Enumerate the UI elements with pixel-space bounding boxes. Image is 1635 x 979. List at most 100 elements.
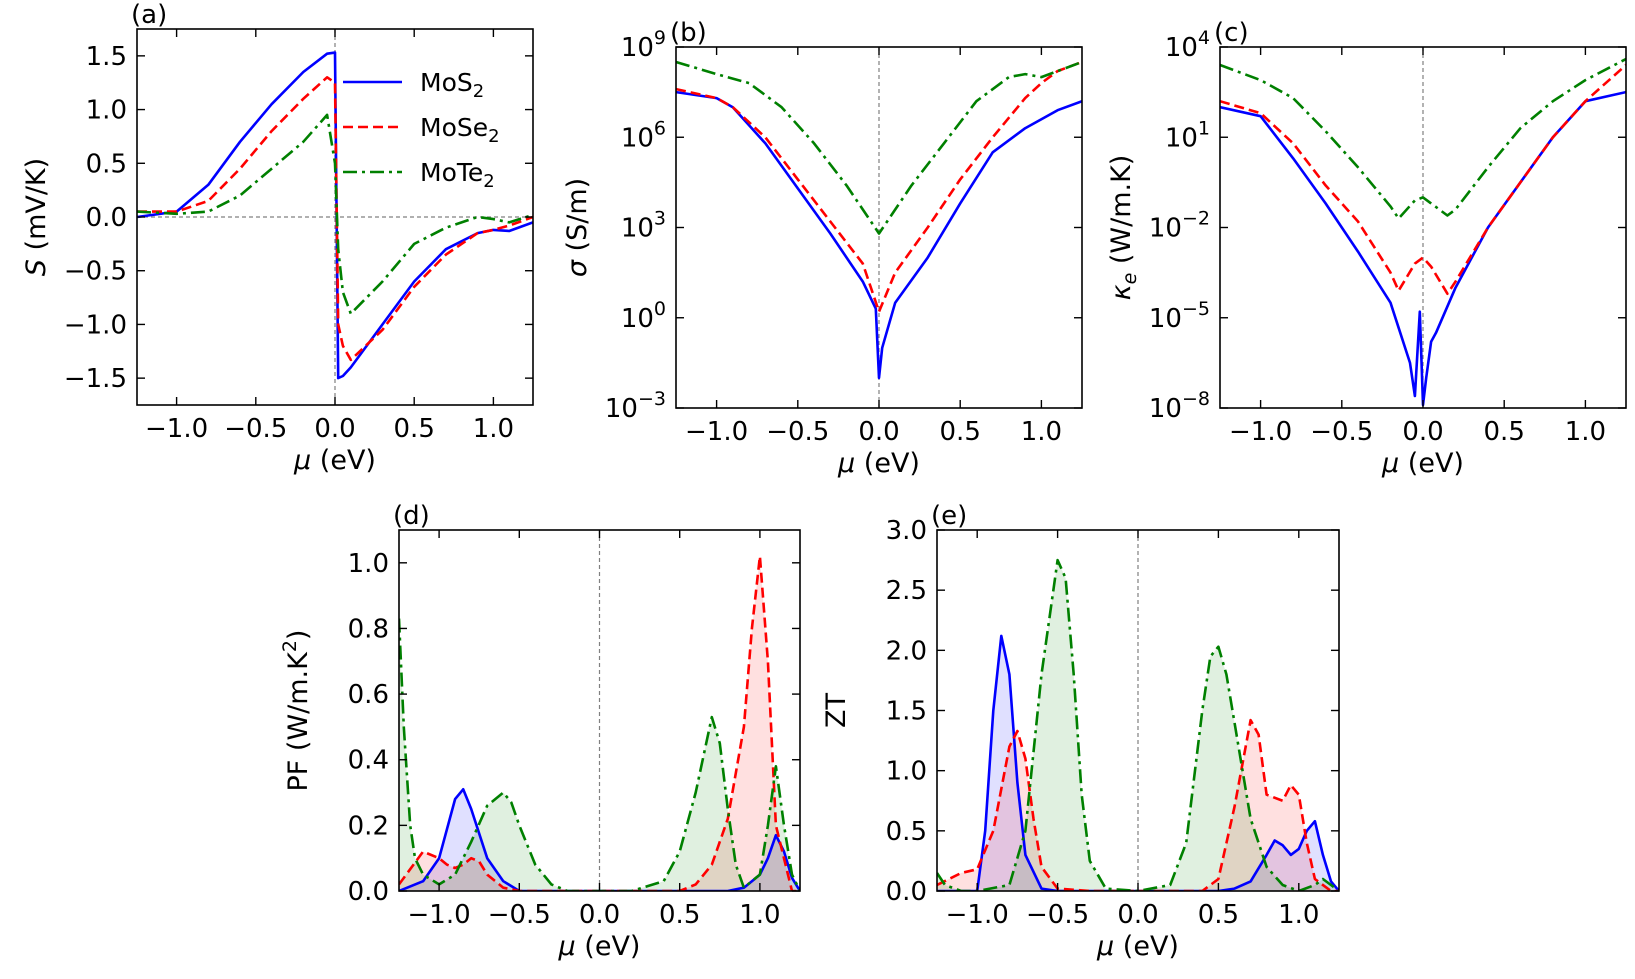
y-tick-label: 104 [1165, 27, 1210, 63]
area-fill-MoSe2 [399, 556, 800, 891]
panel-label: (c) [1214, 18, 1249, 48]
panel-label: (e) [931, 501, 967, 531]
y-tick-label: 0.0 [86, 203, 127, 233]
series-line-MoTe2 [676, 60, 1082, 235]
y-tick-label: −1.5 [64, 364, 127, 394]
y-axis-label: σ (S/m) [562, 178, 593, 277]
series-line-MoSe2 [676, 60, 1082, 313]
y-tick-label: 10−8 [1149, 388, 1210, 424]
area-fill-MoTe2 [937, 560, 1339, 891]
x-tick-label: 1.0 [473, 414, 514, 444]
y-tick-label: 103 [621, 208, 666, 244]
y-axis-label: PF (W/m.K2) [279, 630, 314, 792]
panel-b: −1.0 −0.5 0.0 0.5 1.0 10−3 100 103 106 109 μ (eV) σ… [562, 18, 1083, 479]
y-tick-label: 0.4 [348, 746, 389, 776]
y-axis-label: κe (W/m.K) [1106, 155, 1141, 301]
y-tick-label: −0.5 [64, 257, 127, 287]
plot-area [137, 29, 533, 405]
y-tick-label: 10−5 [1149, 298, 1210, 334]
series-line-MoSe2 [937, 718, 1339, 891]
x-tick-label: 0.5 [940, 417, 981, 447]
x-tick-label: −0.5 [224, 414, 287, 444]
x-tick-label: 0.0 [1117, 900, 1158, 930]
x-tick-label: 1.0 [739, 900, 780, 930]
y-tick-label: 10−3 [605, 388, 666, 424]
y-tick-label: 1.5 [886, 697, 927, 727]
x-tick-label: 1.0 [1021, 417, 1062, 447]
y-tick-label: 0.5 [886, 817, 927, 847]
series-line-MoS2 [937, 634, 1339, 891]
x-tick-label: −0.5 [766, 417, 829, 447]
x-tick-label: −1.0 [408, 900, 471, 930]
y-tick-label: 1.0 [348, 549, 389, 579]
x-tick-label: −1.0 [145, 414, 208, 444]
area-fill-MoTe2 [399, 618, 800, 891]
x-tick-label: −0.5 [1026, 900, 1089, 930]
x-tick-label: 0.0 [314, 414, 355, 444]
series-line-MoSe2 [1220, 64, 1626, 295]
y-tick-label: −1.0 [64, 310, 127, 340]
plot-area [676, 47, 1082, 408]
x-axis-label: μ (eV) [1381, 448, 1464, 479]
panel-c: −1.0 −0.5 0.0 0.5 1.0 10−8 10−5 10−2 101 104 μ (eV… [1106, 18, 1627, 479]
series-line-MoSe2 [137, 76, 533, 362]
panel-label: (b) [670, 18, 707, 48]
plot-area [937, 530, 1339, 891]
y-tick-label: 106 [621, 117, 666, 153]
x-tick-label: 0.5 [659, 900, 700, 930]
y-tick-label: 0.0 [348, 877, 389, 907]
y-tick-label: 0.5 [86, 149, 127, 179]
x-tick-label: 0.5 [1484, 417, 1525, 447]
x-tick-label: 1.0 [1565, 417, 1606, 447]
x-tick-label: −0.5 [1310, 417, 1373, 447]
panel-d: −1.0 −0.5 0.0 0.5 1.0 0.0 0.2 0.4 0.6 0.8 1.0 μ (eV… [279, 501, 801, 962]
x-axis-label: μ (eV) [1096, 931, 1179, 962]
series-line-MoS2 [137, 51, 533, 380]
panel-a: −1.0 −0.5 0.0 0.5 1.0 −1.5 −1.0 −0.5 0.0 0.5 1.0 1.… [21, 0, 534, 476]
x-tick-label: 0.0 [858, 417, 899, 447]
y-tick-label: 100 [621, 298, 666, 334]
y-tick-label: 109 [621, 27, 666, 63]
axes-frame [1219, 46, 1627, 409]
area-fill-MoS2 [937, 635, 1339, 891]
series-line-MoTe2 [937, 558, 1339, 891]
y-tick-label: 10−2 [1149, 208, 1210, 244]
plot-area [399, 530, 800, 891]
x-tick-label: 0.0 [579, 900, 620, 930]
series-line-MoTe2 [137, 113, 533, 315]
series-line-MoSe2 [399, 555, 800, 891]
panel-e: −1.0 −0.5 0.0 0.5 1.0 0.0 0.5 1.0 1.5 2.0 2.5 3.0 μ … [821, 501, 1340, 962]
y-tick-label: 3.0 [886, 516, 927, 546]
y-tick-label: 1.0 [886, 757, 927, 787]
legend-label-MoSe2: MoSe2 [420, 113, 500, 147]
series-line-MoS2 [399, 788, 800, 891]
y-tick-label: 101 [1165, 117, 1210, 153]
x-tick-label: 0.5 [1198, 900, 1239, 930]
x-tick-label: 0.0 [1402, 417, 1443, 447]
x-tick-label: 1.0 [1278, 900, 1319, 930]
panel-label: (a) [131, 0, 167, 30]
panel-label: (d) [393, 501, 430, 531]
y-tick-label: 0.0 [886, 877, 927, 907]
x-tick-label: 0.5 [394, 414, 435, 444]
x-tick-label: −0.5 [488, 900, 551, 930]
series-line-MoTe2 [1220, 57, 1626, 220]
plot-area [1220, 47, 1626, 408]
y-axis-label: ZT [821, 693, 852, 728]
x-axis-label: μ (eV) [837, 448, 920, 479]
x-axis-label: μ (eV) [293, 445, 376, 476]
x-tick-label: −1.0 [1229, 417, 1292, 447]
y-tick-label: 0.6 [348, 680, 389, 710]
area-fill-MoS2 [399, 789, 800, 891]
y-tick-label: 0.8 [348, 614, 389, 644]
y-axis-label: S (mV/K) [21, 158, 52, 276]
y-tick-label: 2.0 [886, 636, 927, 666]
series-line-MoS2 [676, 90, 1082, 380]
legend-label-MoTe2: MoTe2 [420, 158, 495, 192]
y-tick-label: 1.0 [86, 96, 127, 126]
x-tick-label: −1.0 [685, 417, 748, 447]
legend-label-MoS2: MoS2 [420, 68, 484, 102]
y-tick-label: 1.5 [86, 42, 127, 72]
x-axis-label: μ (eV) [558, 931, 641, 962]
